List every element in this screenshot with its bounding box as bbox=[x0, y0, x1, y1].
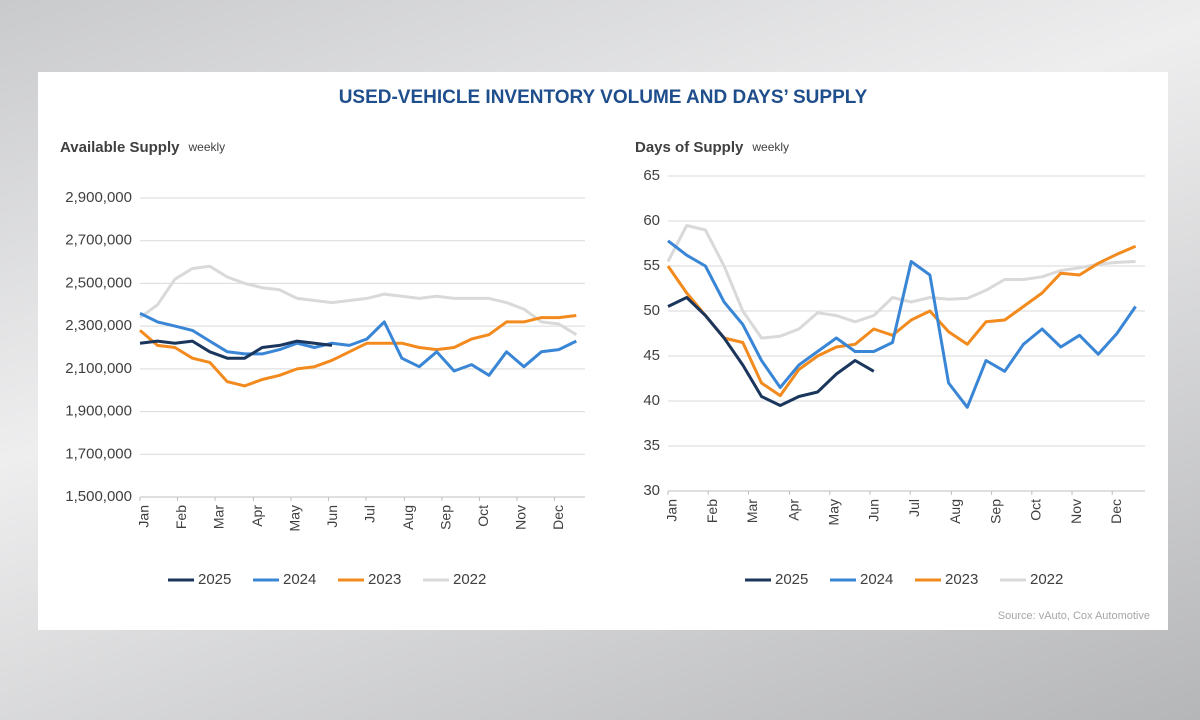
legend-label: 2025 bbox=[775, 571, 808, 588]
y-tick-label: 2,300,000 bbox=[65, 317, 132, 334]
x-tick-label: Aug bbox=[947, 499, 963, 524]
y-tick-label: 65 bbox=[643, 167, 660, 184]
series-line bbox=[139, 314, 577, 388]
x-tick-label: May bbox=[826, 499, 842, 525]
x-tick-label: Jun bbox=[866, 499, 882, 522]
y-tick-label: 2,500,000 bbox=[65, 274, 132, 291]
x-tick-label: Sep bbox=[987, 499, 1003, 524]
x-tick-label: Apr bbox=[785, 499, 801, 521]
y-tick-label: 50 bbox=[643, 302, 660, 319]
y-tick-label: 45 bbox=[643, 347, 660, 364]
y-tick-label: 2,100,000 bbox=[65, 360, 132, 377]
chart-subtitle: weekly bbox=[187, 140, 225, 154]
y-tick-label: 60 bbox=[643, 212, 660, 229]
x-tick-label: Oct bbox=[1028, 499, 1044, 521]
x-tick-label: Nov bbox=[1068, 499, 1084, 524]
y-tick-label: 40 bbox=[643, 392, 660, 409]
x-tick-label: Dec bbox=[550, 505, 566, 530]
y-tick-label: 2,900,000 bbox=[65, 189, 132, 206]
legend-label: 2024 bbox=[283, 571, 316, 588]
y-tick-label: 35 bbox=[643, 437, 660, 454]
chart-subtitle: weekly bbox=[751, 140, 789, 154]
x-tick-label: Aug bbox=[400, 505, 416, 530]
source: Source: vAuto, Cox Automotive bbox=[998, 610, 1150, 622]
x-tick-label: Feb bbox=[173, 505, 189, 529]
legend-label: 2025 bbox=[198, 571, 231, 588]
series-line bbox=[667, 239, 1137, 409]
series-line bbox=[139, 311, 577, 377]
x-tick-label: Sep bbox=[438, 505, 454, 530]
y-tick-label: 55 bbox=[643, 257, 660, 274]
chart-title-text: Available Supply bbox=[60, 139, 180, 156]
series-line bbox=[139, 264, 578, 336]
x-tick-label: Oct bbox=[475, 505, 491, 527]
legend-label: 2022 bbox=[1030, 571, 1063, 588]
x-tick-label: Dec bbox=[1108, 499, 1124, 524]
x-tick-label: May bbox=[287, 505, 303, 531]
y-tick-label: 30 bbox=[643, 482, 660, 499]
page-title: USED-VEHICLE INVENTORY VOLUME AND DAYS’ … bbox=[339, 87, 868, 108]
chart-title: Available Supply weekly bbox=[60, 139, 225, 156]
series-line bbox=[666, 244, 1137, 398]
legend-label: 2022 bbox=[453, 571, 486, 588]
x-tick-label: Mar bbox=[211, 505, 227, 529]
chart-title-text: Days of Supply bbox=[635, 139, 744, 156]
legend-label: 2024 bbox=[860, 571, 893, 588]
x-tick-label: Jul bbox=[362, 505, 378, 523]
series-line bbox=[667, 296, 875, 407]
x-tick-label: Nov bbox=[513, 505, 529, 530]
x-tick-label: Jun bbox=[324, 505, 340, 528]
y-tick-label: 2,700,000 bbox=[65, 232, 132, 249]
x-tick-label: Jan bbox=[664, 499, 680, 522]
x-tick-label: Jul bbox=[906, 499, 922, 517]
x-tick-label: Mar bbox=[744, 499, 760, 523]
x-tick-label: Jan bbox=[136, 505, 152, 528]
y-tick-label: 1,900,000 bbox=[65, 403, 132, 420]
legend-label: 2023 bbox=[368, 571, 401, 588]
chart-title: Days of Supply weekly bbox=[635, 139, 789, 156]
series-line bbox=[139, 339, 333, 360]
y-tick-label: 1,500,000 bbox=[65, 488, 132, 505]
x-tick-label: Feb bbox=[704, 499, 720, 523]
legend-label: 2023 bbox=[945, 571, 978, 588]
x-tick-label: Apr bbox=[249, 505, 265, 527]
y-tick-label: 1,700,000 bbox=[65, 445, 132, 462]
